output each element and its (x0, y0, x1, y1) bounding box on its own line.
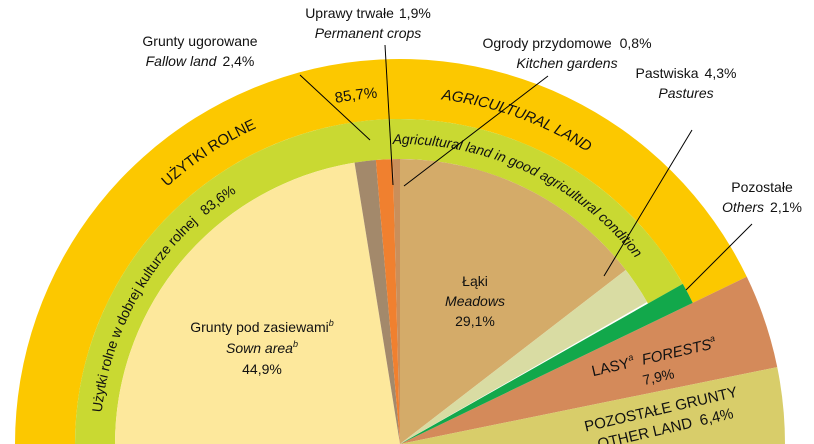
note: b (293, 339, 298, 349)
slice-label: Łąki (462, 273, 488, 289)
slice-value: 29,1% (455, 313, 495, 329)
slice-value: 44,9% (242, 361, 282, 377)
inner-slice (115, 162, 400, 444)
note: a (627, 352, 634, 363)
inner-slice (400, 270, 648, 444)
inner-slice (392, 159, 400, 444)
label-pl: Grunty pod zasiewami (190, 319, 329, 335)
callout-label: Pozostałe (731, 179, 793, 195)
callout-label: Pastwiska 4,3% (636, 65, 737, 81)
value: 2,4% (222, 53, 254, 69)
label-en: Sown area (226, 340, 293, 356)
callout-label: Fallow land 2,4% (146, 53, 255, 69)
callout-label: Grunty ugorowane (142, 33, 257, 49)
label-en: Others (722, 199, 764, 215)
note: b (329, 318, 334, 328)
outer-slice (400, 367, 785, 444)
slice-label: Meadows (445, 293, 505, 309)
value: 1,9% (399, 5, 431, 21)
inner-slice (400, 159, 626, 444)
callout-label: Others 2,1% (722, 199, 802, 215)
note: a (709, 333, 716, 344)
callout-label: Ogrody przydomowe 0,8% (482, 35, 651, 51)
ring-label: 85,7% (333, 84, 377, 106)
callout-line (603, 129, 693, 277)
slice-value: 7,9% (641, 365, 676, 388)
label-pl: Uprawy trwałe (305, 5, 394, 21)
callout-line (299, 74, 371, 141)
slice-label: Grunty pod zasiewamib (190, 318, 334, 335)
value: 4,3% (705, 65, 737, 81)
inner-slice (354, 160, 400, 444)
slice-label: Sown areab (226, 339, 298, 356)
value: 2,1% (770, 199, 802, 215)
callout-line (685, 223, 753, 291)
outer-slice (400, 276, 778, 444)
middle-slice (75, 119, 683, 444)
label-en: Fallow land (146, 53, 218, 69)
callout-label: Permanent crops (315, 25, 422, 41)
inner-slice (375, 159, 400, 444)
label-pl: Ogrody przydomowe (482, 35, 611, 51)
callout-line (403, 75, 549, 187)
outer-slice (15, 59, 747, 444)
callout-label: Uprawy trwałe 1,9% (305, 5, 431, 21)
ring-text: 85,7% (333, 84, 377, 106)
middle-slice (400, 283, 693, 444)
slices (15, 59, 785, 444)
callout-label: Kitchen gardens (516, 55, 617, 71)
label-pl: Pastwiska (636, 65, 699, 81)
value: 0,8% (620, 35, 652, 51)
callout-line (384, 44, 394, 186)
callout-label: Pastures (658, 85, 713, 101)
